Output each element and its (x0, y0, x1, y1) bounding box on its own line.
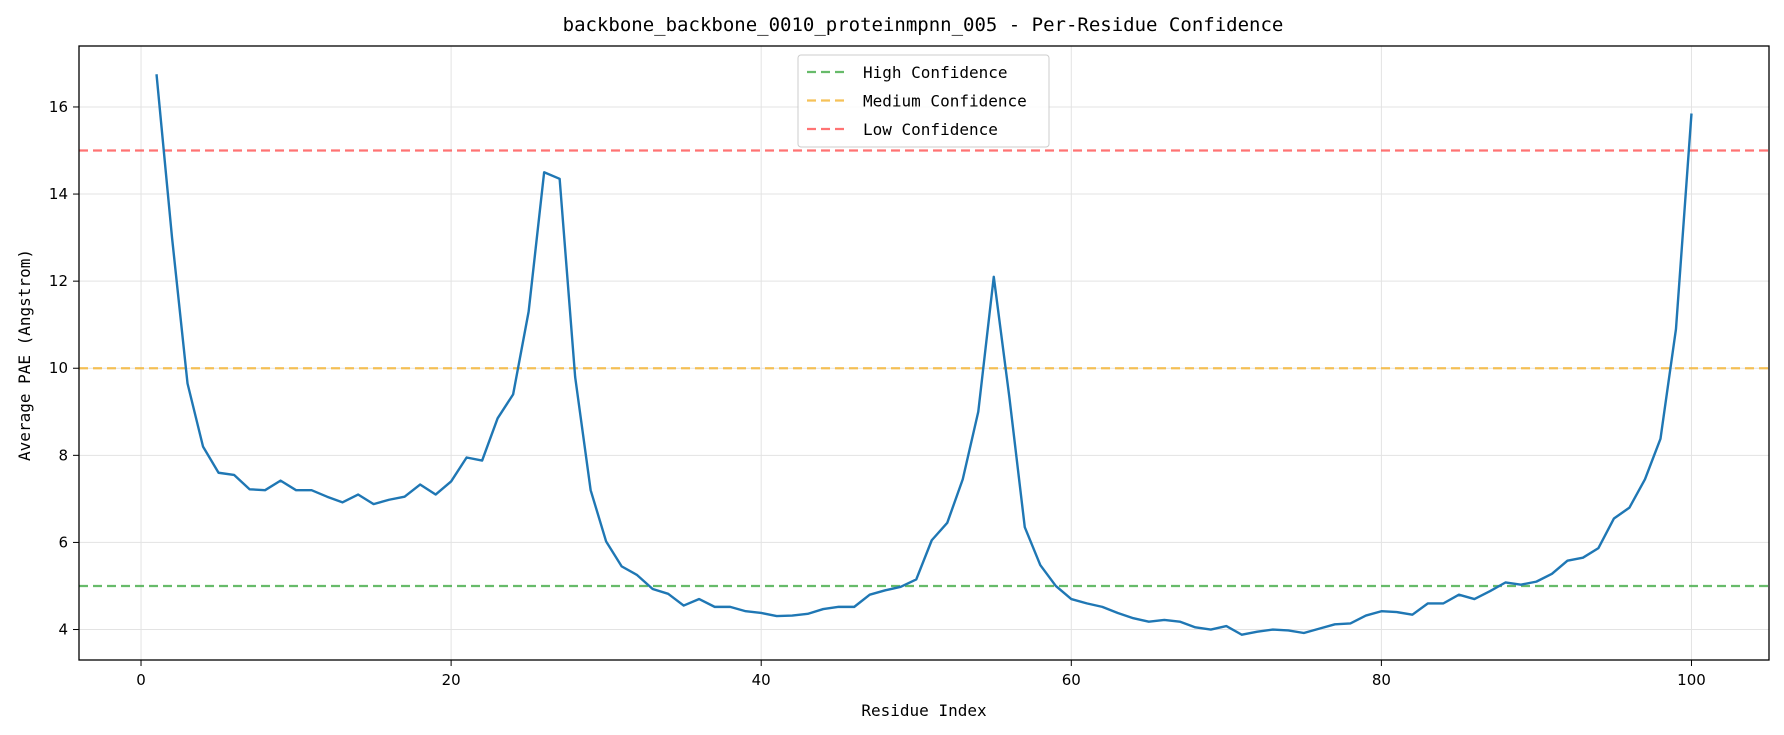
y-tick-label: 14 (49, 185, 68, 203)
legend-label: Low Confidence (863, 120, 998, 139)
x-axis-label: Residue Index (861, 701, 987, 720)
x-tick-label: 0 (136, 671, 146, 689)
y-axis: 4 6 8 10 12 14 16 (49, 98, 79, 639)
y-tick-label: 10 (49, 359, 68, 377)
y-tick-label: 12 (49, 272, 68, 290)
chart-title: backbone_backbone_0010_proteinmpnn_005 -… (563, 14, 1284, 36)
legend: High Confidence Medium Confidence Low Conf… (797, 54, 1050, 148)
x-axis: 0 20 40 60 80 100 (136, 660, 1706, 689)
x-tick-label: 100 (1677, 671, 1706, 689)
y-tick-label: 8 (58, 446, 68, 464)
y-axis-label: Average PAE (Angstrom) (15, 249, 34, 461)
x-tick-label: 40 (752, 671, 771, 689)
legend-label: High Confidence (863, 63, 1008, 82)
x-tick-label: 20 (442, 671, 461, 689)
y-tick-label: 16 (49, 98, 68, 116)
reference-lines (79, 149, 1769, 588)
plot-frame (78, 45, 1770, 661)
y-tick-label: 6 (58, 533, 68, 551)
y-tick-label: 4 (58, 621, 68, 639)
series-line (155, 74, 1693, 636)
x-tick-label: 60 (1062, 671, 1081, 689)
series-group (155, 74, 1693, 636)
x-tick-label: 80 (1372, 671, 1391, 689)
legend-label: Medium Confidence (863, 92, 1027, 111)
legend-box (797, 54, 1050, 148)
